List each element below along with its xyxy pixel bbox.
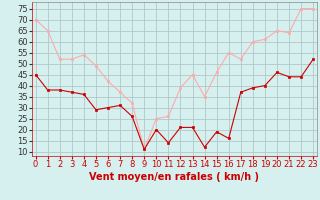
X-axis label: Vent moyen/en rafales ( km/h ): Vent moyen/en rafales ( km/h ) bbox=[89, 172, 260, 182]
